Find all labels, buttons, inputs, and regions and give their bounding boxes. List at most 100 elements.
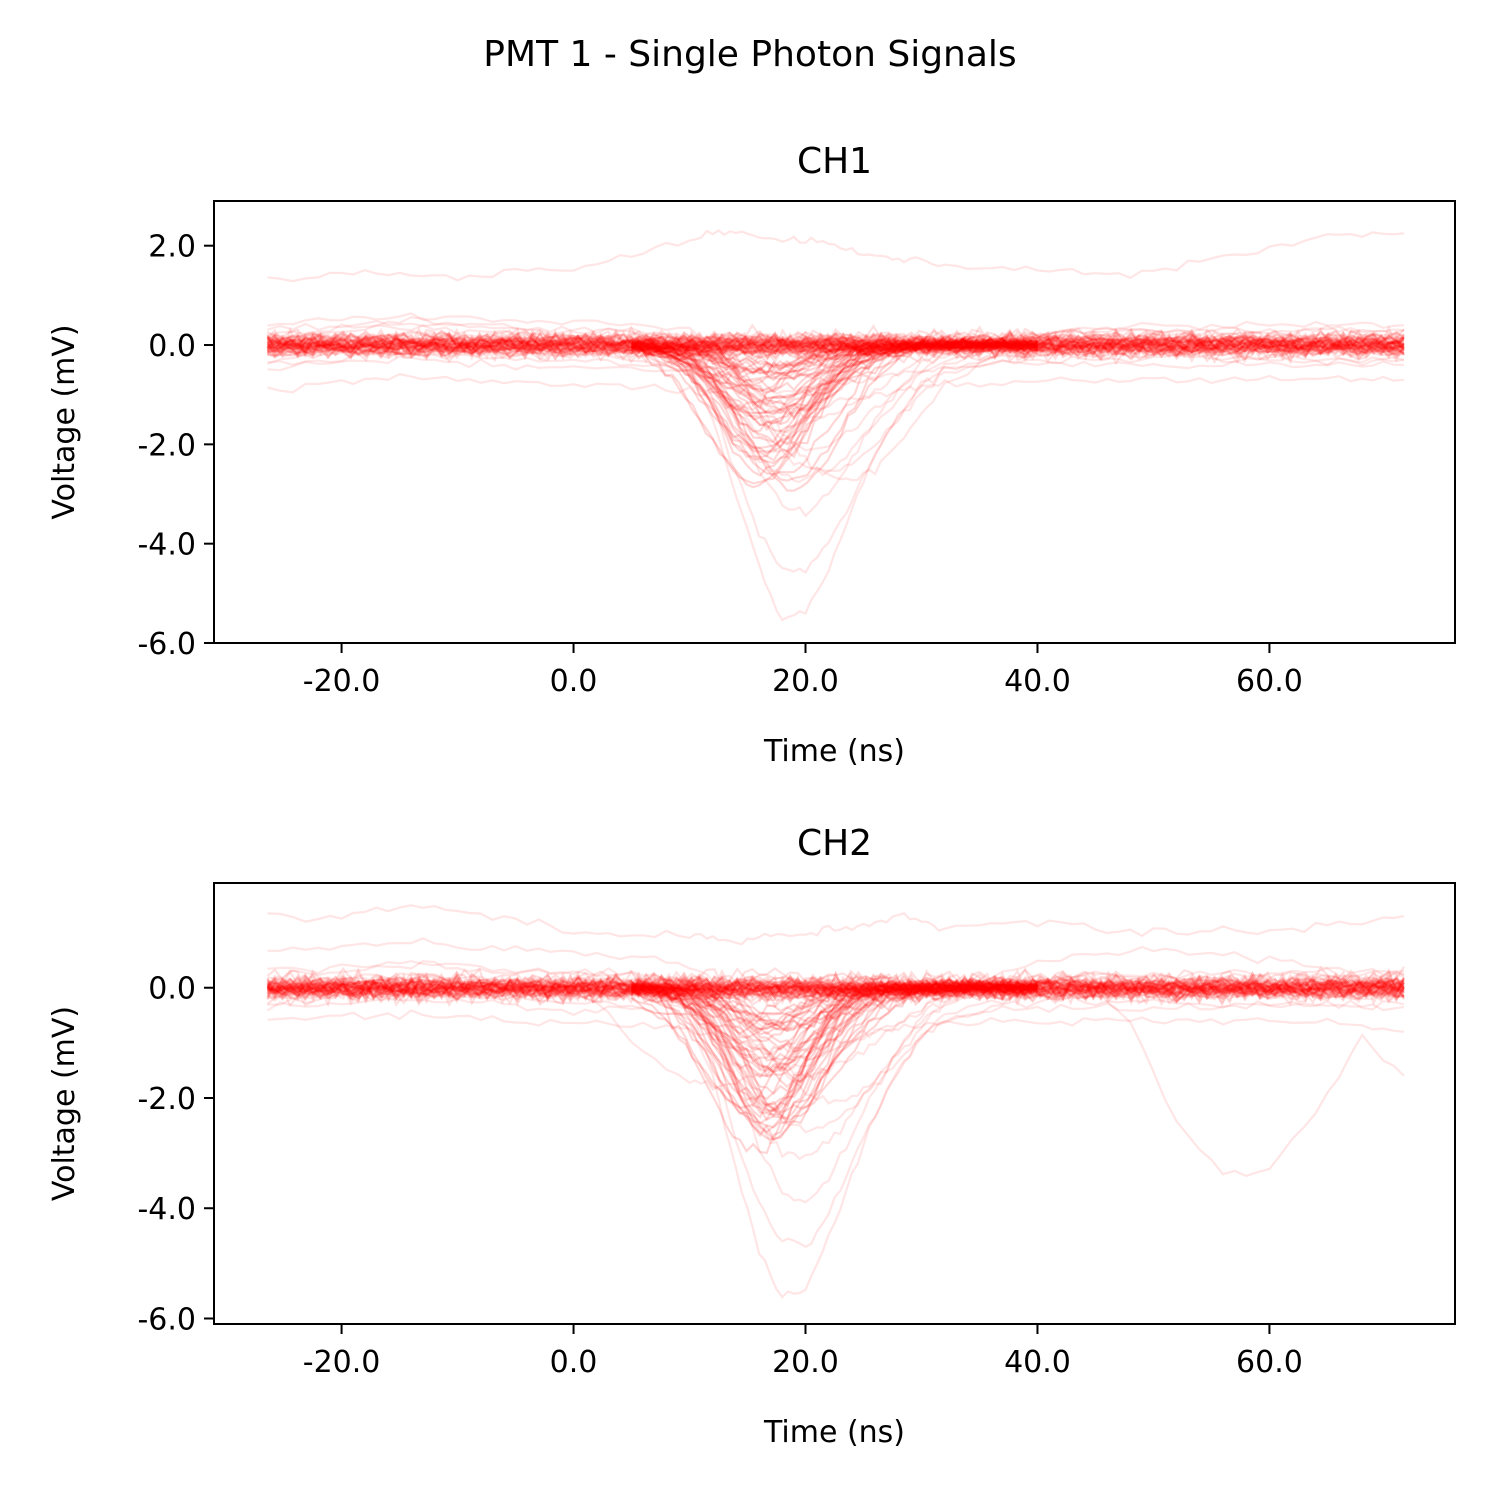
baseline-trace <box>266 337 1405 364</box>
baseline-trace <box>266 335 1405 360</box>
baseline-trace <box>266 332 1405 360</box>
ch2-plot-area <box>213 882 1456 1325</box>
baseline-trace <box>266 970 1405 998</box>
signal-trace-5 <box>267 350 1405 477</box>
baseline-trace <box>266 329 1405 355</box>
baseline-trace <box>266 332 1405 358</box>
baseline-trace <box>266 968 1405 1000</box>
pulse-trace <box>631 337 1038 462</box>
pulse-trace <box>630 978 1039 1121</box>
pulse-trace <box>630 336 1038 373</box>
baseline-trace <box>266 972 1405 1001</box>
baseline-trace <box>266 331 1405 359</box>
signal-trace-11 <box>267 1009 1405 1056</box>
baseline-trace <box>267 972 1405 1000</box>
pulse-trace <box>630 338 1038 371</box>
x-tick-label: 20.0 <box>772 1345 839 1380</box>
baseline-trace <box>266 334 1405 361</box>
pulse-trace <box>631 979 1038 1021</box>
signal-trace-1 <box>267 331 1405 380</box>
baseline-trace <box>267 974 1405 1004</box>
baseline-trace <box>267 966 1405 998</box>
pulse-trace <box>630 976 1038 1029</box>
baseline-trace <box>266 331 1405 360</box>
baseline-trace <box>267 327 1405 353</box>
pulse-trace <box>631 339 1038 412</box>
pulse-trace <box>630 338 1039 393</box>
baseline-trace <box>266 974 1405 1005</box>
pulse-trace <box>631 338 1038 450</box>
baseline-trace <box>266 974 1405 1006</box>
pulse-trace <box>631 982 1038 1063</box>
baseline-trace <box>267 340 1405 366</box>
signal-trace-4 <box>267 973 1405 1161</box>
pulse-trace <box>631 980 1039 1119</box>
baseline-trace <box>266 332 1405 358</box>
pulse-trace <box>631 339 1039 477</box>
pulse-trace <box>630 338 1039 409</box>
ch1-y-axis-label: Voltage (mV) <box>47 324 82 519</box>
signal-trace-9 <box>267 904 1405 946</box>
x-tick-label: 0.0 <box>550 664 598 699</box>
baseline-trace <box>266 969 1405 1001</box>
x-tick-label: -20.0 <box>303 664 381 699</box>
y-tick-label: 0.0 <box>148 972 196 1007</box>
baseline-trace <box>266 332 1405 357</box>
signal-trace-4 <box>267 330 1405 484</box>
ch2-x-ticks: -20.0 0.0 20.0 40.0 60.0 <box>303 1324 1303 1380</box>
baseline-trace <box>266 330 1405 358</box>
signal-trace-1 <box>266 975 1405 1032</box>
ch1-y-ticks: -6.0 -4.0 -2.0 0.0 2.0 <box>137 230 214 662</box>
pulse-trace <box>631 336 1038 449</box>
pulse-trace <box>631 978 1038 1027</box>
pulse-trace <box>631 336 1039 369</box>
baseline-trace <box>266 966 1405 996</box>
baseline-trace <box>267 327 1405 355</box>
pulse-trace <box>631 979 1038 1113</box>
baseline-trace <box>267 335 1405 361</box>
pulse-trace <box>630 336 1039 443</box>
baseline-trace <box>266 326 1405 355</box>
pulse-trace <box>631 980 1038 1142</box>
pulse-trace <box>631 335 1039 376</box>
pulse-trace <box>631 983 1038 1142</box>
baseline-trace <box>267 326 1405 357</box>
baseline-trace <box>267 328 1405 358</box>
baseline-trace <box>267 976 1405 1005</box>
pulse-trace <box>630 979 1039 1043</box>
pulse-trace <box>630 980 1038 1079</box>
baseline-trace <box>266 972 1405 1002</box>
pulse-trace <box>631 981 1039 1122</box>
pulse-trace <box>630 339 1038 453</box>
pulse-trace <box>630 979 1038 1113</box>
pulse-trace <box>630 336 1038 455</box>
baseline-trace <box>266 971 1405 998</box>
baseline-trace <box>266 329 1405 359</box>
baseline-trace <box>267 970 1405 1004</box>
pulse-trace <box>630 338 1039 419</box>
baseline-trace <box>266 976 1405 1007</box>
baseline-trace <box>267 975 1405 1002</box>
pulse-trace <box>630 982 1038 1089</box>
pulse-trace <box>631 339 1038 400</box>
baseline-trace <box>266 330 1405 356</box>
signal-trace-2 <box>267 987 1405 1299</box>
baseline-trace <box>266 973 1405 1002</box>
baseline-trace <box>266 971 1405 1005</box>
pulse-trace <box>631 337 1038 382</box>
baseline-trace <box>266 328 1405 355</box>
baseline-trace <box>267 327 1405 354</box>
signal-trace-8 <box>267 324 1405 452</box>
baseline-trace <box>267 970 1405 1000</box>
pulse-trace <box>630 338 1038 432</box>
pulse-trace <box>630 337 1038 376</box>
baseline-trace <box>266 976 1405 1007</box>
pulse-trace <box>631 978 1039 1028</box>
pulse-trace <box>631 982 1039 1050</box>
pulse-trace <box>631 337 1038 404</box>
y-tick-label: 0.0 <box>148 329 196 364</box>
ch1-x-axis-label: Time (ns) <box>763 734 905 769</box>
pulse-trace <box>631 980 1038 1053</box>
baseline-trace <box>266 973 1405 1005</box>
baseline-trace <box>266 972 1406 1003</box>
